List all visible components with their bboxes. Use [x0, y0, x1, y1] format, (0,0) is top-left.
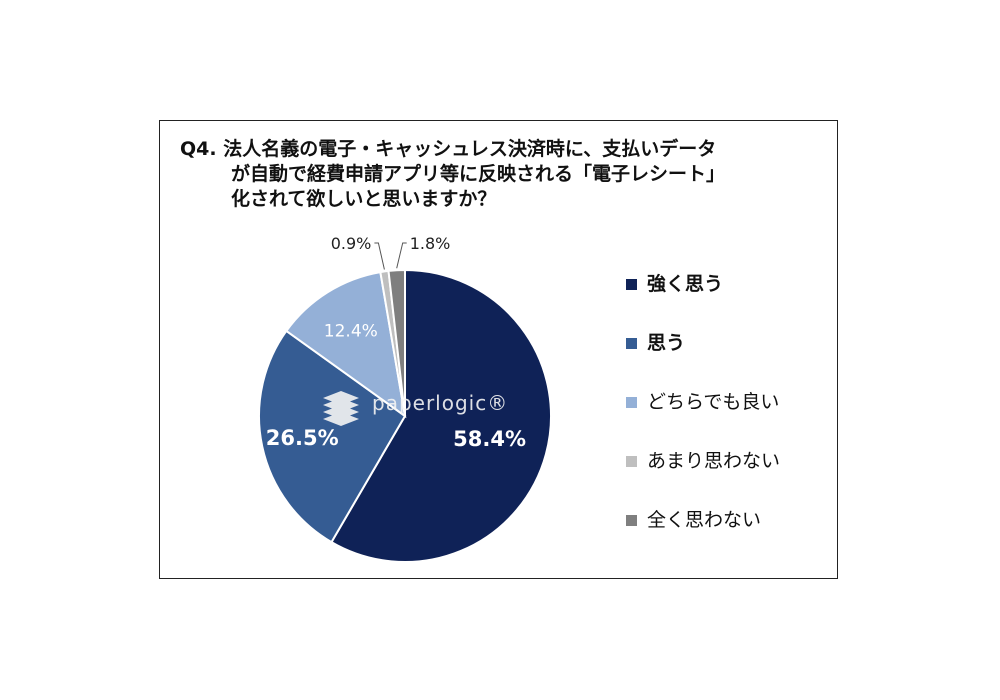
legend-swatch [626, 397, 637, 408]
watermark-icon [323, 391, 359, 426]
legend-swatch [626, 338, 637, 349]
pie-slice-5 [387, 268, 406, 417]
watermark-text: paperlogic® [372, 391, 508, 415]
legend-item-2: 思う [626, 330, 836, 389]
legend-swatch [626, 279, 637, 290]
legend-label: あまり思わない [647, 450, 781, 472]
legend-swatch [626, 515, 637, 526]
leader-line-4 [374, 242, 385, 270]
legend-swatch [626, 456, 637, 467]
data-label-4: 0.9% [331, 234, 372, 253]
pie-chart: 58.4% 26.5% 12.4% 0.9% 1.8% paperlogic® [258, 234, 552, 563]
pie-slice-3 [284, 270, 407, 419]
data-label-1: 58.4% [453, 427, 526, 451]
leader-line-5 [396, 242, 407, 269]
pie-slices [258, 268, 552, 563]
chart-title: Q4. 法人名義の電子・キャッシュレス決済時に、支払いデータ が自動で経費申請ア… [180, 137, 830, 212]
legend-label: 全く思わない [647, 509, 762, 531]
pie-slice-2 [258, 329, 407, 544]
legend-item-3: どちらでも良い [626, 389, 836, 448]
legend-label: 強く思う [647, 273, 724, 295]
data-label-2: 26.5% [266, 426, 339, 450]
data-labels: 58.4% 26.5% 12.4% 0.9% 1.8% [266, 234, 526, 451]
legend-item-5: 全く思わない [626, 507, 836, 566]
data-label-3: 12.4% [324, 321, 378, 341]
leader-lines [374, 242, 407, 270]
data-label-5: 1.8% [410, 234, 451, 253]
title-line-3: 化されて欲しいと思いますか？ [231, 188, 497, 210]
title-line-1: Q4. 法人名義の電子・キャッシュレス決済時に、支払いデータ [180, 138, 717, 160]
chart-legend: 強く思う思うどちらでも良い あまり思わない 全く思わない [626, 271, 836, 566]
legend-item-1: 強く思う [626, 271, 836, 330]
legend-item-4: あまり思わない [626, 448, 836, 507]
legend-label: 思う [647, 332, 686, 354]
watermark-logo: paperlogic® [323, 391, 508, 426]
legend-label: どちらでも良い [647, 391, 780, 413]
title-line-2: が自動で経費申請アプリ等に反映される「電子レシート」 [231, 163, 726, 185]
chart-frame: Q4. 法人名義の電子・キャッシュレス決済時に、支払いデータ が自動で経費申請ア… [159, 120, 838, 579]
pie-slice-1 [330, 268, 552, 563]
